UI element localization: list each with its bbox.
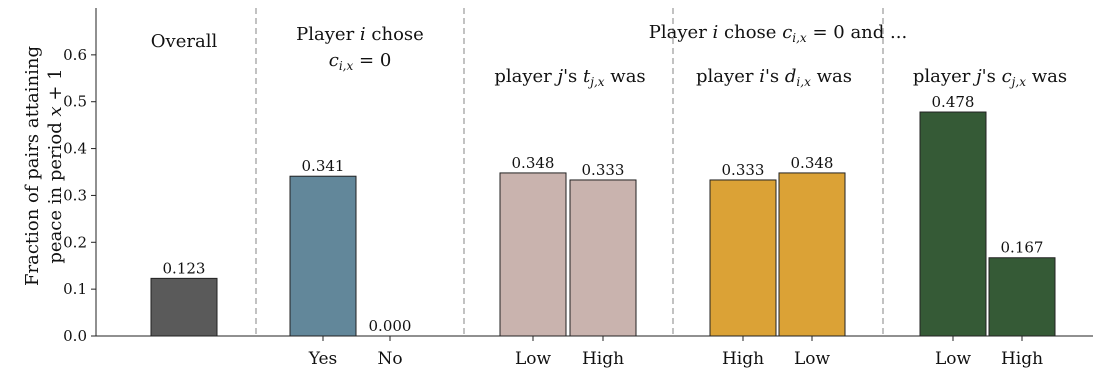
bar-value-label: 0.333 <box>582 161 625 179</box>
x-tick-label: Low <box>515 349 552 369</box>
y-tick-label: 0.0 <box>63 327 87 345</box>
group-dividers <box>255 8 884 336</box>
y-tick-label: 0.4 <box>63 140 87 158</box>
x-tick-label: Low <box>935 349 972 369</box>
bar <box>499 172 567 337</box>
y-tick-label: 0.6 <box>63 46 87 64</box>
bar <box>919 111 987 337</box>
x-tick-label: High <box>1001 349 1043 369</box>
x-ticks: Yes No Low High High Low Low High <box>308 336 1043 369</box>
group-label: Player i chose <box>296 24 424 45</box>
bar-value-labels: 0.123 0.341 0.000 0.348 0.333 0.333 0.348 0.478… <box>163 93 1044 335</box>
y-tick-label: 0.5 <box>63 93 87 111</box>
bar <box>709 179 777 337</box>
y-tick-label: 0.2 <box>63 233 87 251</box>
x-tick-label: Yes <box>308 349 338 369</box>
group-label: player j's tj,x​ was <box>494 66 645 89</box>
group-label: player j's cj,x​ was <box>913 66 1067 89</box>
x-tick-label: High <box>722 349 764 369</box>
bars <box>150 111 1056 337</box>
y-tick-label: 0.1 <box>63 280 87 298</box>
bar-value-label: 0.348 <box>791 154 834 172</box>
y-ticks: 0.0 0.1 0.2 0.3 0.4 0.5 0.6 <box>63 46 96 345</box>
bar-value-label: 0.348 <box>512 154 555 172</box>
y-axis-label: Fraction of pairs attaining peace in peri… <box>22 46 66 286</box>
x-tick-label: No <box>377 349 402 369</box>
group-labels: Player i chose ci,x​ = 0 and ... Overall P… <box>151 22 1067 89</box>
bar <box>778 172 846 337</box>
x-tick-label: High <box>582 349 624 369</box>
y-axis-title: Fraction of pairs attaining peace in peri… <box>22 46 66 286</box>
group-label: Overall <box>151 31 218 52</box>
bar-value-label: 0.341 <box>302 157 345 175</box>
bar-value-label: 0.000 <box>369 317 412 335</box>
bar-value-label: 0.123 <box>163 259 206 277</box>
group-label: player i's di,x​ was <box>696 66 852 89</box>
bar-value-label: 0.333 <box>722 161 765 179</box>
y-tick-label: 0.3 <box>63 186 87 204</box>
bar <box>150 277 218 337</box>
bar <box>289 175 357 337</box>
x-tick-label: Low <box>794 349 831 369</box>
bar <box>569 179 637 337</box>
super-group-label: Player i chose ci,x​ = 0 and ... <box>649 22 907 45</box>
bar-value-label: 0.167 <box>1001 239 1044 257</box>
bar <box>988 257 1056 337</box>
group-label-line2: ci,x​ = 0 <box>329 50 392 73</box>
bar-value-label: 0.478 <box>932 93 975 111</box>
